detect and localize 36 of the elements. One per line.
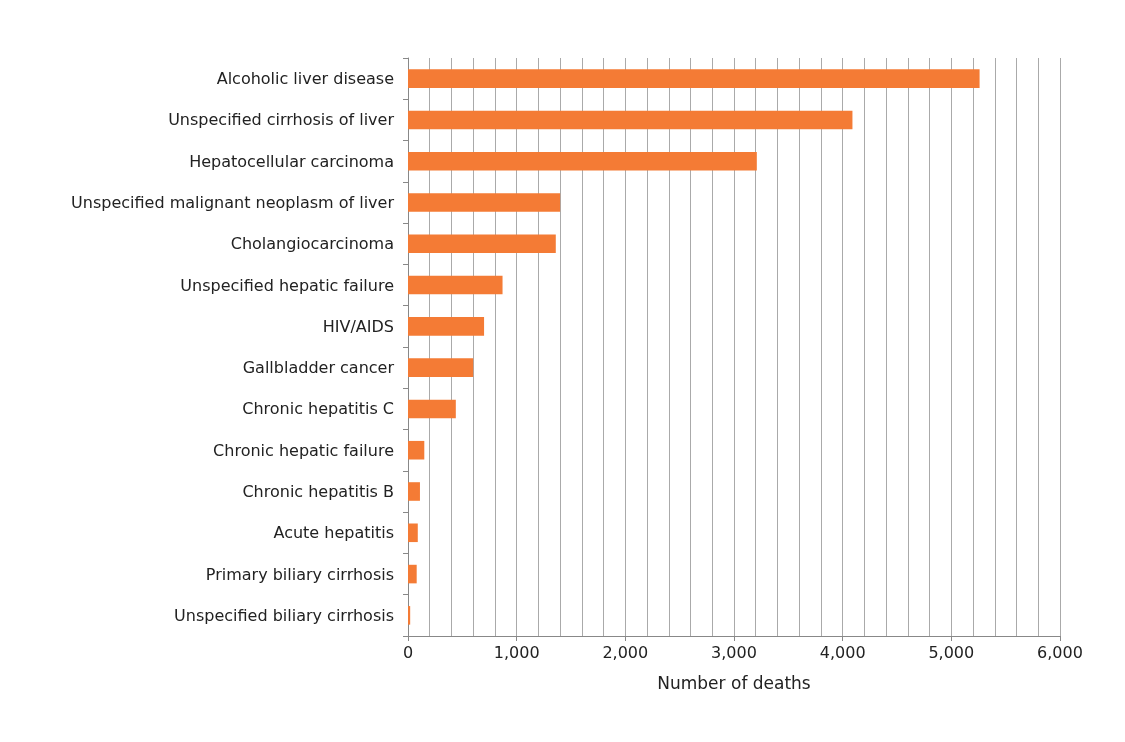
y-tick-label: Unspecified hepatic failure — [180, 275, 394, 295]
bar — [408, 275, 503, 295]
y-tick-label: Cholangiocarcinoma — [230, 234, 394, 254]
bar — [408, 151, 757, 171]
y-tick-label: Acute hepatitis — [273, 523, 394, 543]
y-tick-label: Gallbladder cancer — [242, 358, 395, 378]
y-tick-label: Chronic hepatitis C — [242, 399, 394, 419]
bar — [408, 482, 420, 501]
y-tick-label: Unspecified malignant neoplasm of liver — [71, 193, 395, 212]
y-tick-label: Unspecified cirrhosis of liver — [168, 110, 395, 130]
x-tick-label: 0 — [402, 642, 414, 662]
y-tick-label: Primary biliary cirrhosis — [205, 564, 394, 584]
bar — [408, 358, 474, 377]
bar — [408, 606, 411, 625]
x-axis-title: Number of deaths — [657, 672, 811, 693]
y-tick-label: Unspecified biliary cirrhosis — [174, 605, 394, 625]
y-tick-label: Chronic hepatitis B — [242, 482, 394, 501]
y-tick-label: HIV/AIDS — [322, 316, 394, 336]
bar — [408, 564, 417, 584]
y-tick-label: Alcoholic liver disease — [216, 69, 394, 89]
x-tick-label: 1,000 — [493, 642, 540, 662]
x-tick-label: 2,000 — [602, 642, 649, 662]
bar — [408, 193, 561, 212]
bar — [408, 69, 980, 88]
x-tick-label: 4,000 — [819, 642, 866, 662]
x-tick-label: 6,000 — [1037, 642, 1083, 662]
bar — [408, 317, 485, 336]
bar — [408, 110, 853, 130]
bar — [408, 399, 456, 419]
x-tick-label: 5,000 — [928, 642, 975, 662]
bar — [408, 440, 425, 460]
bar — [408, 523, 418, 543]
y-tick-label: Hepatocellular carcinoma — [189, 151, 394, 171]
x-tick-label: 3,000 — [711, 642, 757, 662]
y-tick-label: Chronic hepatic failure — [213, 440, 394, 460]
bar — [408, 234, 556, 254]
